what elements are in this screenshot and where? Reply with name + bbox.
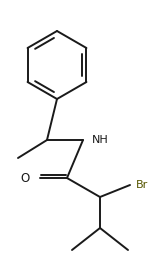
Text: Br: Br <box>136 180 148 190</box>
Text: NH: NH <box>92 135 109 145</box>
Text: O: O <box>21 172 30 185</box>
